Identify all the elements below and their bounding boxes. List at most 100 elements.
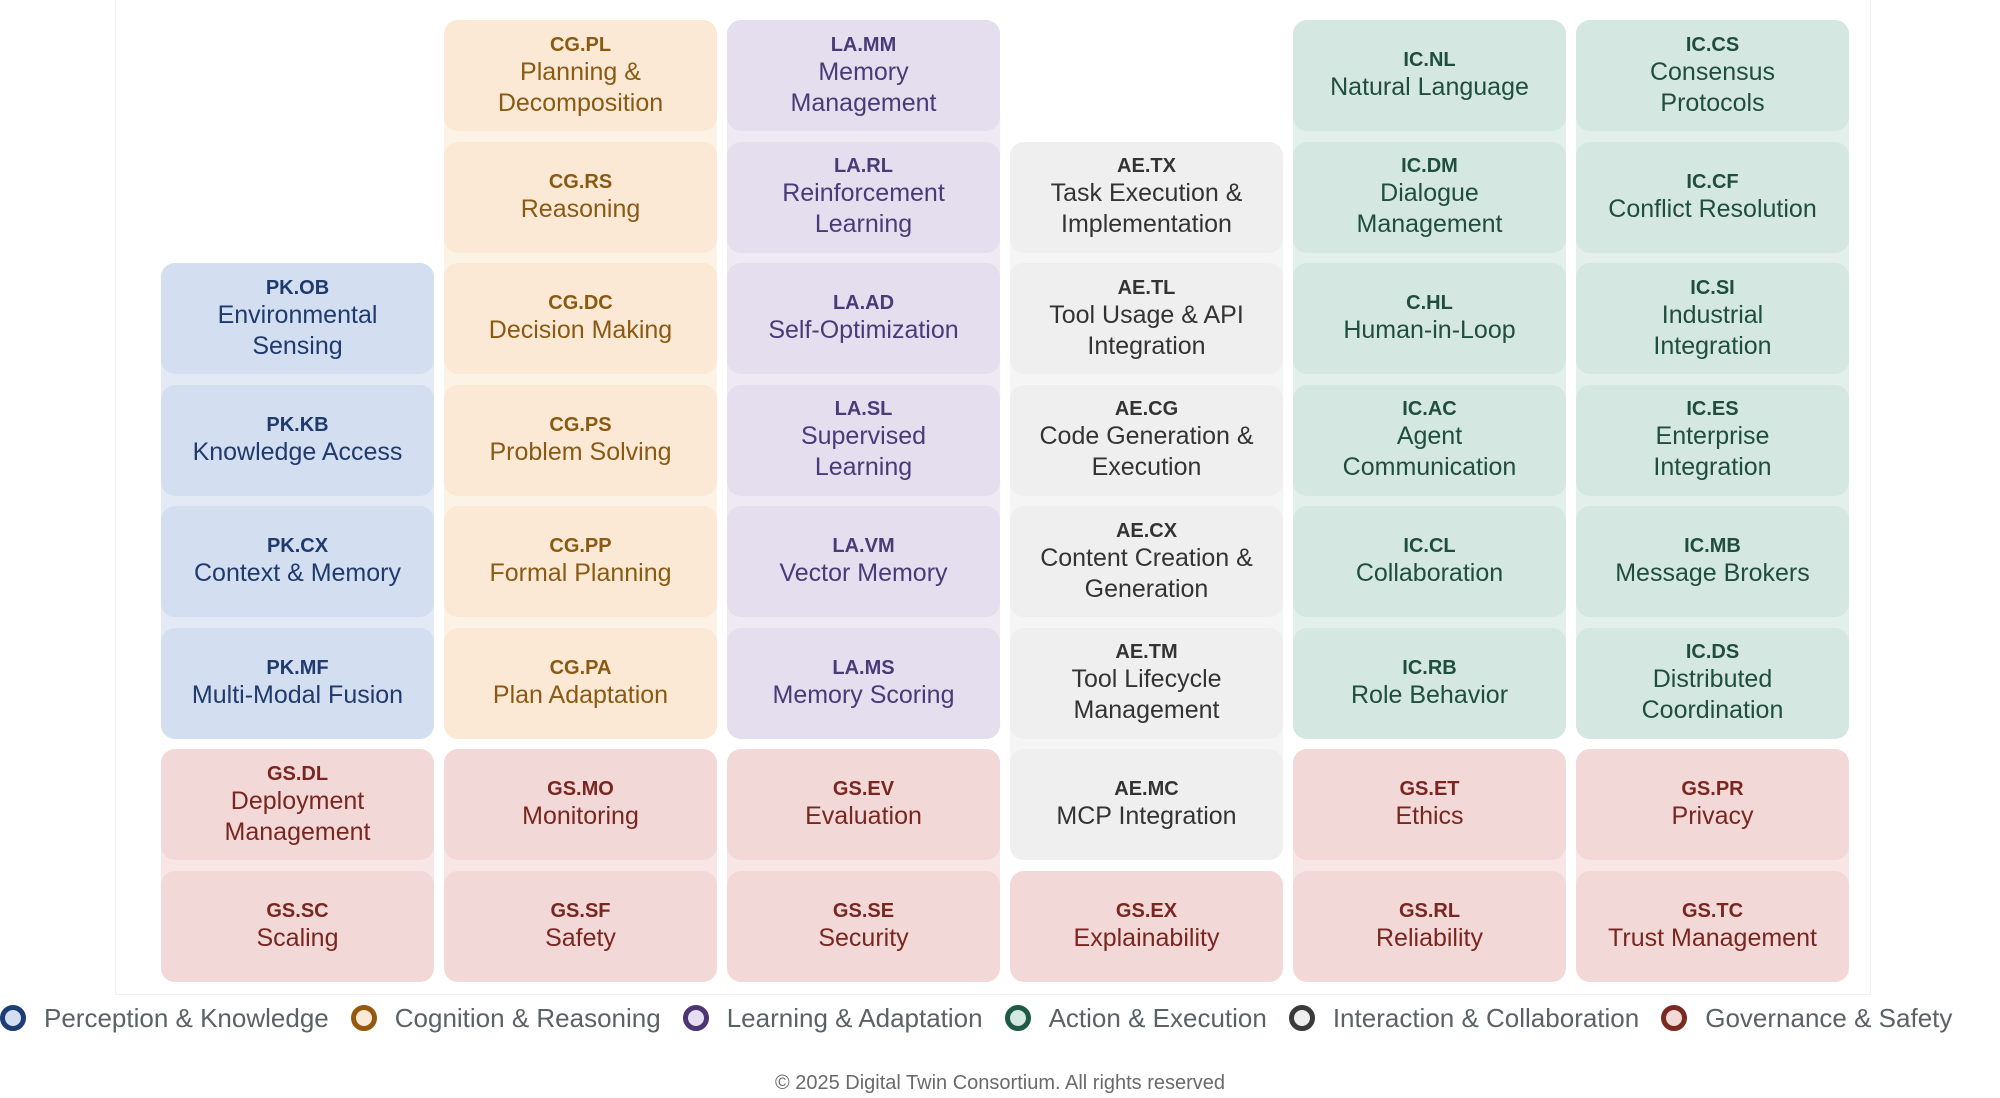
tile-code: AE.TX — [1117, 155, 1176, 177]
tile-code: CG.PP — [549, 535, 612, 557]
circle-icon — [1661, 1005, 1688, 1031]
tile-code: AE.TM — [1115, 641, 1178, 663]
tile-code: GS.EV — [832, 778, 895, 800]
tile-name: Natural Language — [1330, 73, 1529, 101]
tile-la-vm: LA.VM Vector Memory — [727, 506, 1000, 617]
tile-name: Deployment Management — [224, 786, 371, 846]
tile-la-ad: LA.AD Self-Optimization — [727, 263, 1000, 374]
tile-pk-ob: PK.OB Environmental Sensing — [161, 263, 434, 374]
column-strip-cg — [444, 20, 717, 739]
tile-code: LA.SL — [834, 398, 893, 420]
legend-item: Cognition & Reasoning — [350, 1003, 661, 1034]
tile-gs-sc: GS.SC Scaling — [161, 870, 434, 982]
tile-name: MCP Integration — [1056, 802, 1237, 830]
circle-icon — [0, 1005, 26, 1031]
tile-code: GS.ET — [1399, 778, 1460, 800]
tile-name: Privacy — [1671, 802, 1754, 830]
tile-gs-et: GS.ET Ethics — [1293, 749, 1566, 860]
tile-ic-ds: IC.DS Distributed Coordination — [1576, 627, 1849, 739]
tile-name: Scaling — [256, 923, 339, 952]
tile-ae-tl: AE.TL Tool Usage & API Integration — [1010, 263, 1283, 374]
tile-code: GS.SF — [550, 899, 611, 922]
tile-la-ms: LA.MS Memory Scoring — [727, 627, 1000, 739]
tile-cg-pl: CG.PL Planning & Decomposition — [444, 20, 717, 131]
tile-name: Memory Scoring — [772, 680, 955, 709]
tile-code: CG.DC — [548, 292, 613, 314]
legend-label: Action & Execution — [1048, 1002, 1267, 1033]
tile-cg-dc: CG.DC Decision Making — [444, 263, 717, 374]
circle-icon — [682, 1005, 709, 1031]
tile-ic-mb: IC.MB Message Brokers — [1576, 506, 1849, 617]
tile-code: PK.CX — [266, 535, 329, 557]
tile-code: IC.SI — [1690, 276, 1735, 299]
tile-name: Collaboration — [1355, 559, 1504, 587]
legend-item: Governance & Safety — [1661, 1003, 1952, 1034]
tile-name: Formal Planning — [489, 559, 672, 587]
tile-name: Role Behavior — [1350, 680, 1509, 709]
tile-ic-cs: IC.CS Consensus Protocols — [1576, 20, 1849, 131]
tile-code: GS.PR — [1681, 778, 1744, 800]
tile-name: Enterprise Integration — [1653, 422, 1772, 481]
tile-name: Knowledge Access — [192, 437, 403, 466]
tile-name: Tool Usage & API Integration — [1049, 300, 1244, 360]
circle-icon — [1004, 1005, 1031, 1031]
tile-code: IC.CS — [1685, 33, 1740, 56]
tile-code: GS.SE — [832, 899, 895, 922]
tile-pk-cx: PK.CX Context & Memory — [161, 506, 434, 617]
tile-code: CG.PA — [549, 656, 612, 679]
tile-name: Multi-Modal Fusion — [191, 680, 404, 709]
tile-ae-tx: AE.TX Task Execution & Implementation — [1010, 141, 1283, 253]
tile-code: C.HL — [1406, 292, 1453, 314]
tile-name: Explainability — [1073, 923, 1220, 952]
tile-la-mm: LA.MM Memory Management — [727, 20, 1000, 131]
tile-pk-mf: PK.MF Multi-Modal Fusion — [161, 627, 434, 739]
tile-cg-ps: CG.PS Problem Solving — [444, 384, 717, 496]
tile-ic-ac: IC.AC Agent Communication — [1293, 384, 1566, 496]
tile-name: Planning & Decomposition — [497, 57, 664, 117]
tile-code: LA.RL — [834, 155, 893, 177]
tile-code: GS.SC — [266, 899, 329, 922]
tile-code: IC.NL — [1403, 49, 1456, 71]
tile-name: Decision Making — [488, 316, 673, 344]
tile-code: CG.PS — [549, 413, 612, 436]
tile-ae-mc: AE.MC MCP Integration — [1010, 749, 1283, 860]
tile-name: Reliability — [1376, 923, 1483, 952]
legend-label: Perception & Knowledge — [44, 1002, 329, 1033]
tile-name: Trust Management — [1608, 923, 1817, 952]
tile-name: Safety — [545, 923, 616, 952]
tile-la-sl: LA.SL Supervised Learning — [727, 384, 1000, 496]
tile-cg-pa: CG.PA Plan Adaptation — [444, 627, 717, 739]
tile-ae-cx: AE.CX Content Creation & Generation — [1010, 506, 1283, 617]
tile-ic-cf: IC.CF Conflict Resolution — [1576, 141, 1849, 253]
tile-name: Content Creation & Generation — [1040, 543, 1253, 603]
tile-code: IC.AC — [1402, 398, 1457, 420]
tile-name: Message Brokers — [1615, 559, 1810, 587]
tile-gs-rl: GS.RL Reliability — [1293, 870, 1566, 982]
tile-code: AE.TL — [1117, 276, 1176, 299]
tile-name: Memory Management — [790, 57, 937, 117]
tile-ic-rb: IC.RB Role Behavior — [1293, 627, 1566, 739]
tile-ic-si: IC.SI Industrial Integration — [1576, 263, 1849, 374]
tile-code: PK.KB — [266, 413, 329, 436]
tile-name: Consensus Protocols — [1649, 57, 1776, 117]
legend-item: Learning & Adaptation — [682, 1003, 983, 1034]
legend: Perception & Knowledge Cognition & Reason… — [0, 998, 2000, 1038]
column-strip-ae — [1010, 141, 1283, 860]
tile-code: LA.AD — [832, 292, 895, 314]
column-strip-ic — [1293, 20, 1566, 739]
tile-ic-nl: IC.NL Natural Language — [1293, 20, 1566, 131]
tile-code: IC.RB — [1402, 656, 1457, 679]
tile-code: GS.RL — [1398, 899, 1461, 922]
tile-name: Evaluation — [805, 802, 922, 830]
tile-name: Plan Adaptation — [492, 680, 669, 709]
tile-pk-kb: PK.KB Knowledge Access — [161, 384, 434, 496]
tile-code: IC.MB — [1684, 535, 1741, 557]
tile-gs-tc: GS.TC Trust Management — [1576, 870, 1849, 982]
tile-ae-tm: AE.TM Tool Lifecycle Management — [1010, 627, 1283, 739]
column-strip-la — [727, 20, 1000, 739]
tile-code: AE.CX — [1115, 519, 1178, 542]
tile-name: Industrial Integration — [1653, 300, 1772, 360]
column-strip-ic — [1576, 20, 1849, 739]
tile-name: Task Execution & Implementation — [1050, 179, 1243, 238]
tile-gs-ev: GS.EV Evaluation — [727, 749, 1000, 860]
